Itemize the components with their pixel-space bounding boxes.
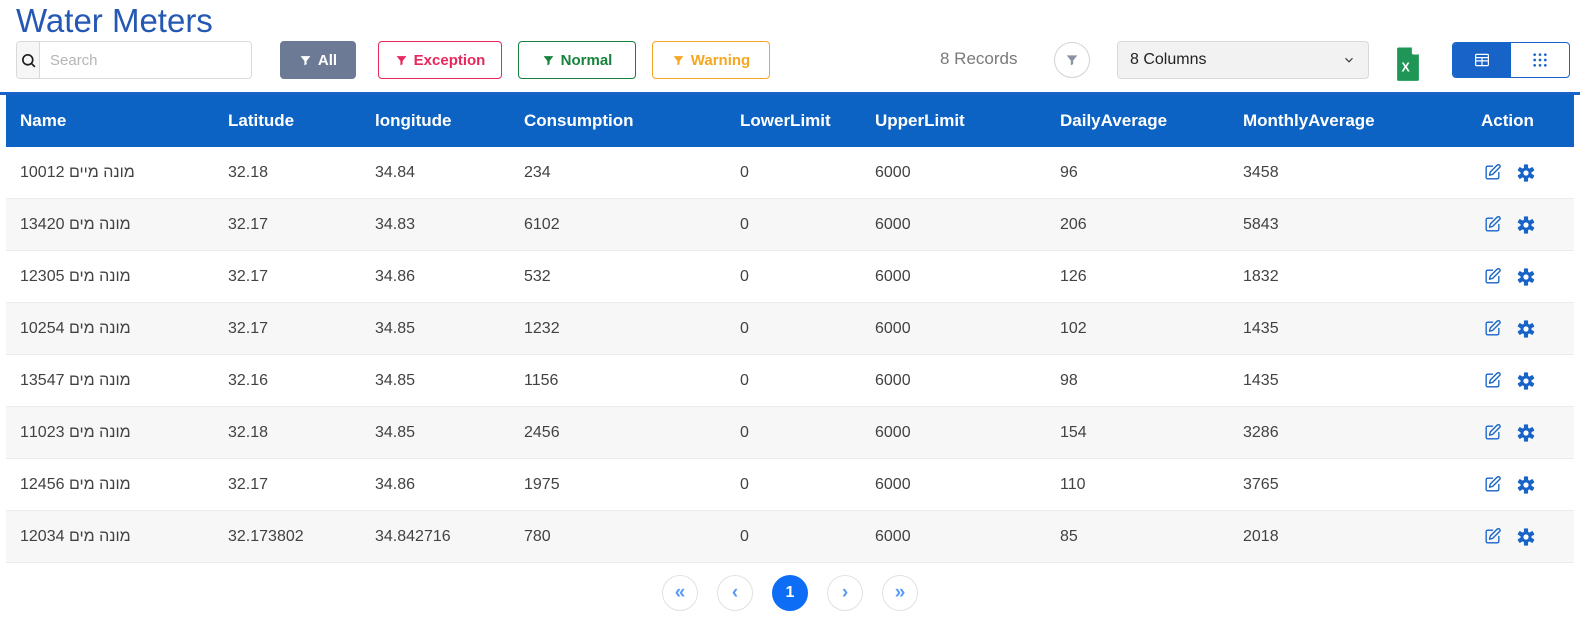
svg-text:X: X: [1402, 61, 1411, 75]
